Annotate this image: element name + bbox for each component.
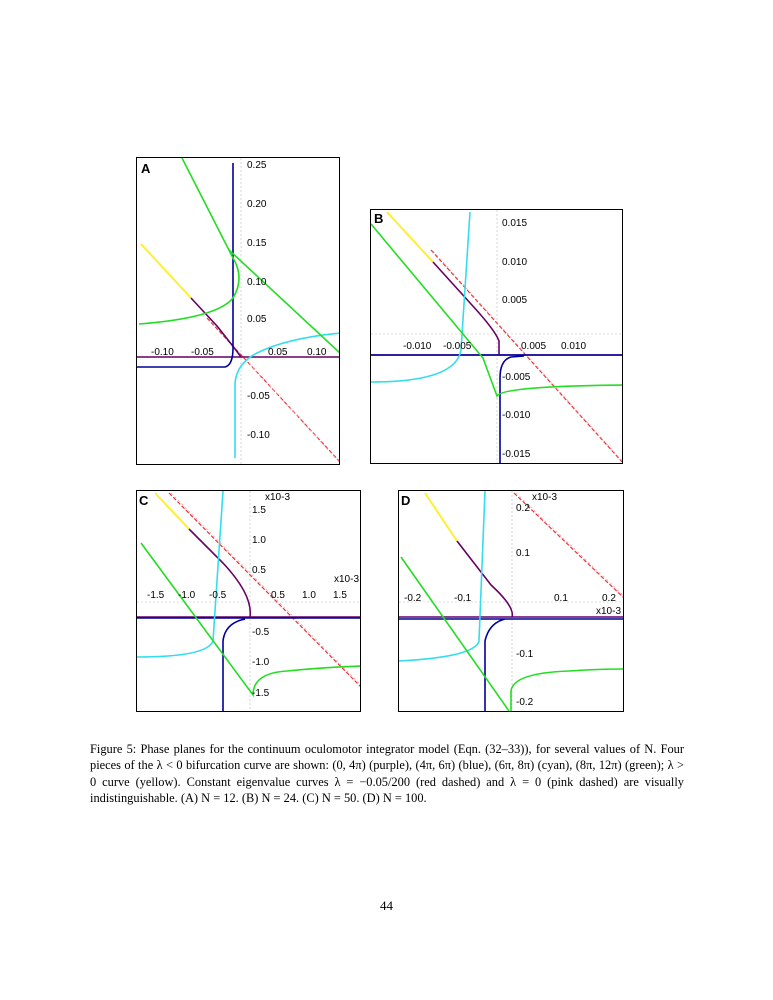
- y-multiplier: x10-3: [265, 492, 290, 503]
- x-tick-label: -0.2: [404, 593, 422, 604]
- cyan-curve: [234, 332, 339, 458]
- figure-caption: Figure 5: Phase planes for the continuum…: [90, 742, 684, 806]
- x-tick-label: -0.005: [443, 341, 472, 352]
- green-curve: [138, 158, 339, 354]
- panel-d: D x10-3 x10-3 -0.2 -0.1 0.1 0.2 0.2 0.1 …: [398, 490, 624, 712]
- green-curve: [400, 556, 623, 711]
- green-curve: [140, 542, 360, 698]
- y-tick-label: 0.5: [252, 565, 266, 576]
- y-tick-label: 0.010: [502, 257, 527, 268]
- y-tick-label: 0.015: [502, 218, 527, 229]
- x-tick-label: 0.5: [271, 590, 285, 601]
- y-multiplier: x10-3: [532, 492, 557, 503]
- y-tick-label: 0.05: [247, 314, 267, 325]
- x-tick-label: -0.05: [191, 347, 214, 358]
- panel-b: B -0.010 -0.005 0.005 0.010 0.015 0.010 …: [370, 209, 623, 464]
- panel-label: D: [401, 493, 410, 508]
- cyan-curve: [137, 491, 224, 658]
- panel-a: A -0.10 -0.05 0.05 0.10 0.25 0.20 0.15 0…: [136, 157, 340, 465]
- x-tick-label: -0.1: [454, 593, 472, 604]
- yellow-curve: [424, 492, 458, 542]
- purple-curve: [137, 528, 360, 618]
- y-tick-label: 0.25: [247, 160, 267, 171]
- y-tick-label: 0.1: [516, 548, 530, 559]
- panel-label: A: [141, 161, 151, 176]
- y-tick-label: 0.2: [516, 503, 530, 514]
- x-tick-label: -0.010: [403, 341, 432, 352]
- panel-c: C x10-3 x10-3 -1.5 -1.0 -0.5 0.5 1.0 1.5…: [136, 490, 361, 712]
- yellow-curve: [154, 492, 190, 530]
- y-tick-label: 0.15: [247, 238, 267, 249]
- y-tick-label: -0.015: [502, 449, 531, 460]
- y-tick-label: -0.10: [247, 430, 270, 441]
- panel-a-plot: A -0.10 -0.05 0.05 0.10 0.25 0.20 0.15 0…: [137, 158, 339, 464]
- x-tick-label: 1.5: [333, 590, 347, 601]
- y-tick-label: -0.5: [252, 627, 270, 638]
- y-tick-label: -0.05: [247, 391, 270, 402]
- x-tick-label: -0.10: [151, 347, 174, 358]
- y-tick-label: 0.005: [502, 295, 527, 306]
- y-tick-label: 1.5: [252, 505, 266, 516]
- page-number: 44: [380, 898, 393, 913]
- cyan-curve: [399, 491, 486, 662]
- red-dashed-curve: [513, 492, 623, 598]
- panel-c-plot: C x10-3 x10-3 -1.5 -1.0 -0.5 0.5 1.0 1.5…: [137, 491, 360, 711]
- panel-b-plot: B -0.010 -0.005 0.005 0.010 0.015 0.010 …: [371, 210, 622, 463]
- x-tick-label: 0.1: [554, 593, 568, 604]
- x-tick-label: 0.005: [521, 341, 546, 352]
- y-tick-label: 0.10: [247, 277, 267, 288]
- pink-dashed-curve: [170, 492, 360, 685]
- pink-dashed-curve: [515, 492, 623, 596]
- blue-curve: [137, 163, 234, 368]
- cyan-curve: [371, 211, 471, 383]
- x-multiplier: x10-3: [334, 574, 359, 585]
- red-dashed-curve: [168, 492, 360, 687]
- x-tick-label: 0.05: [268, 347, 288, 358]
- red-dashed-curve: [430, 249, 622, 463]
- y-tick-label: -0.1: [516, 649, 534, 660]
- purple-curve: [137, 297, 339, 358]
- y-tick-label: -1.5: [252, 688, 270, 699]
- panel-d-plot: D x10-3 x10-3 -0.2 -0.1 0.1 0.2 0.2 0.1 …: [399, 491, 623, 711]
- yellow-curve: [386, 211, 434, 263]
- x-tick-label: -1.5: [147, 590, 165, 601]
- blue-curve: [371, 354, 622, 463]
- y-tick-label: 0.20: [247, 199, 267, 210]
- x-tick-label: 0.010: [561, 341, 586, 352]
- y-tick-label: 1.0: [252, 535, 266, 546]
- x-tick-label: -1.0: [178, 590, 196, 601]
- y-tick-label: -0.005: [502, 372, 531, 383]
- y-tick-label: -0.2: [516, 697, 534, 708]
- x-tick-label: -0.5: [209, 590, 227, 601]
- x-tick-label: 0.10: [307, 347, 327, 358]
- x-tick-label: 0.2: [602, 593, 616, 604]
- x-tick-label: 1.0: [302, 590, 316, 601]
- blue-curve: [399, 618, 623, 711]
- y-tick-label: -1.0: [252, 657, 270, 668]
- purple-curve: [399, 540, 623, 618]
- x-multiplier: x10-3: [596, 606, 621, 617]
- panel-label: B: [374, 211, 383, 226]
- y-tick-label: -0.010: [502, 410, 531, 421]
- green-curve: [371, 223, 622, 398]
- blue-curve: [137, 617, 360, 711]
- panel-label: C: [139, 493, 149, 508]
- yellow-curve: [140, 243, 192, 299]
